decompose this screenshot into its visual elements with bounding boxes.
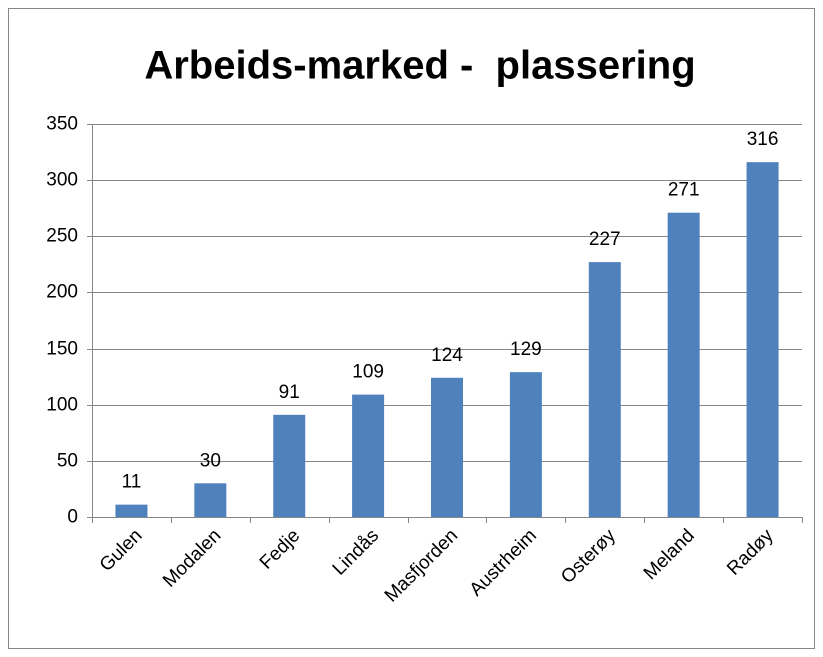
bar (431, 377, 463, 517)
data-label: 129 (510, 339, 542, 360)
bar (509, 372, 542, 517)
data-label: 271 (668, 180, 700, 201)
bar (273, 414, 306, 517)
bar (194, 483, 227, 517)
chart-title: Arbeids-marked - plassering (144, 44, 695, 88)
data-label: 227 (589, 229, 621, 250)
y-tick-label: 300 (46, 170, 78, 191)
y-tick-label: 150 (46, 339, 78, 360)
y-tick-label: 50 (57, 451, 78, 472)
y-tick-label: 250 (46, 226, 78, 247)
bar (352, 394, 385, 517)
data-label: 316 (747, 129, 779, 150)
bar (746, 162, 779, 518)
data-label: 109 (352, 362, 384, 383)
data-label: 11 (122, 472, 142, 493)
y-tick-label: 100 (46, 395, 78, 416)
bar (667, 212, 700, 517)
data-label: 91 (279, 382, 300, 403)
y-tick-label: 0 (67, 507, 78, 528)
data-label: 124 (431, 345, 463, 366)
data-label: 30 (200, 450, 221, 471)
bar (588, 262, 621, 517)
bar (115, 504, 148, 517)
y-tick-label: 200 (46, 282, 78, 303)
y-tick-label: 350 (46, 114, 78, 135)
